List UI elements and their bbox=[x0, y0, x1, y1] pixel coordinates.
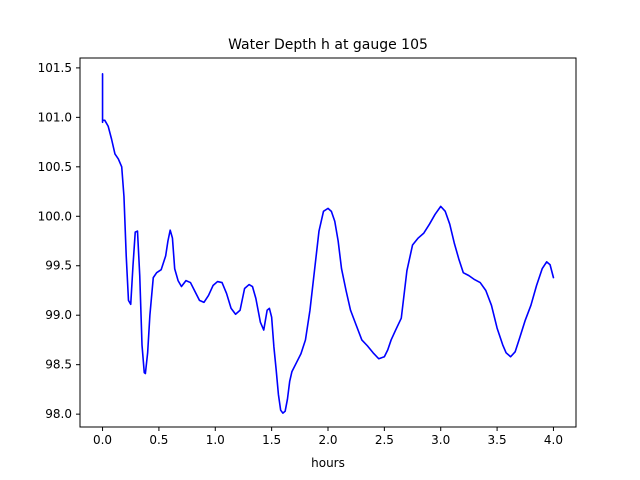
y-tick-label: 100.0 bbox=[38, 209, 72, 223]
y-tick-label: 99.5 bbox=[45, 259, 72, 273]
chart-title: Water Depth h at gauge 105 bbox=[228, 37, 428, 53]
x-tick-label: 2.5 bbox=[375, 433, 394, 447]
y-tick-label: 101.0 bbox=[38, 110, 72, 124]
x-tick-label: 1.0 bbox=[206, 433, 225, 447]
y-axis: 98.0 98.5 99.0 99.5 100.0 100.5 101.0 101.5 bbox=[38, 61, 80, 421]
x-axis-title: hours bbox=[311, 456, 345, 470]
series-line-0 bbox=[101, 73, 555, 414]
y-tick-label: 98.5 bbox=[45, 358, 72, 372]
x-tick-label: 3.0 bbox=[431, 433, 450, 447]
x-tick-label: 4.0 bbox=[544, 433, 563, 447]
y-tick-label: 99.0 bbox=[45, 308, 72, 322]
y-tick-label: 100.5 bbox=[38, 160, 72, 174]
y-tick-label: 98.0 bbox=[45, 407, 72, 421]
x-tick-label: 2.0 bbox=[318, 433, 337, 447]
y-tick-label: 101.5 bbox=[38, 61, 72, 75]
x-axis: 0.0 0.5 1.0 1.5 2.0 2.5 3.0 3.5 4.0 bbox=[93, 427, 563, 447]
x-tick-label: 1.5 bbox=[262, 433, 281, 447]
x-tick-label: 0.0 bbox=[93, 433, 112, 447]
x-tick-label: 0.5 bbox=[149, 433, 168, 447]
x-tick-label: 3.5 bbox=[488, 433, 507, 447]
